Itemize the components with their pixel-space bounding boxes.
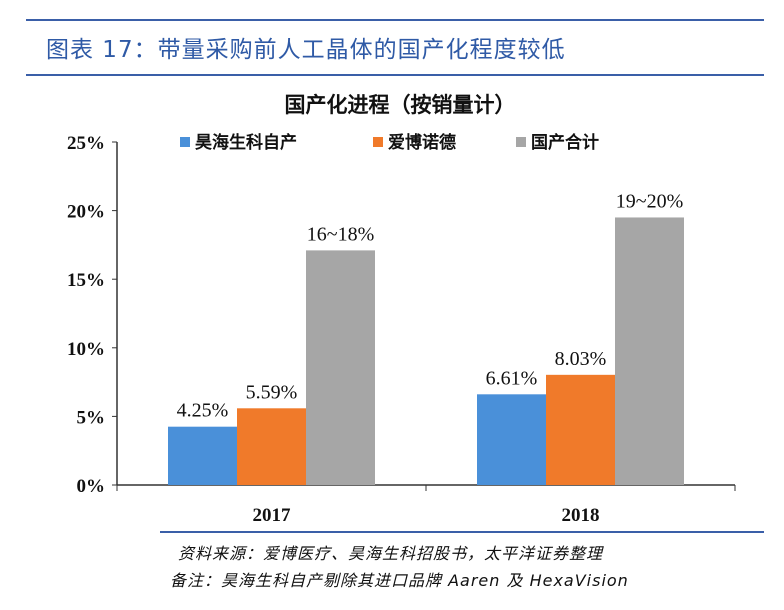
- top-rule: [26, 19, 764, 21]
- data-label: 19~20%: [616, 190, 683, 212]
- bar: [237, 408, 306, 485]
- legend-swatch: [373, 137, 383, 147]
- bar: [546, 374, 615, 485]
- source-note: 资料来源：爱博医疗、昊海生科招股书，太平洋证券整理: [178, 544, 604, 563]
- data-label: 6.61%: [486, 367, 538, 389]
- y-tick-label: 20%: [67, 202, 105, 223]
- remark-note: 备注：昊海生科自产剔除其进口品牌 Aaren 及 HexaVision: [170, 571, 629, 590]
- y-tick-label: 5%: [77, 407, 106, 428]
- chart: 国产化进程（按销量计） 昊海生科自产 爱博诺德 国产合计 0% 5% 10% 15% 20% 25…: [67, 93, 736, 526]
- bar: [615, 217, 684, 485]
- data-label: 4.25%: [177, 400, 229, 422]
- x-tick-label: 2018: [562, 505, 600, 526]
- legend-swatch: [180, 137, 190, 147]
- legend-label: 国产合计: [531, 132, 599, 153]
- y-tick-label: 15%: [67, 270, 105, 291]
- legend-label: 爱博诺德: [388, 132, 456, 153]
- data-label: 5.59%: [246, 381, 298, 403]
- bar: [168, 426, 237, 485]
- data-label: 16~18%: [307, 223, 374, 245]
- x-tick-label: 2017: [253, 505, 292, 526]
- legend-label: 昊海生科自产: [195, 132, 297, 153]
- y-tick-label: 10%: [67, 339, 105, 360]
- y-tick-label: 25%: [67, 133, 105, 154]
- bar: [477, 394, 546, 485]
- data-label: 8.03%: [555, 348, 607, 370]
- y-tick-label: 0%: [77, 476, 106, 497]
- bar: [306, 250, 375, 485]
- chart-title: 国产化进程（按销量计）: [285, 93, 516, 117]
- legend-swatch: [516, 137, 526, 147]
- figure-title: 图表 17：带量采购前人工晶体的国产化程度较低: [46, 37, 566, 63]
- title-rule: [26, 74, 764, 76]
- bottom-rule: [160, 531, 764, 533]
